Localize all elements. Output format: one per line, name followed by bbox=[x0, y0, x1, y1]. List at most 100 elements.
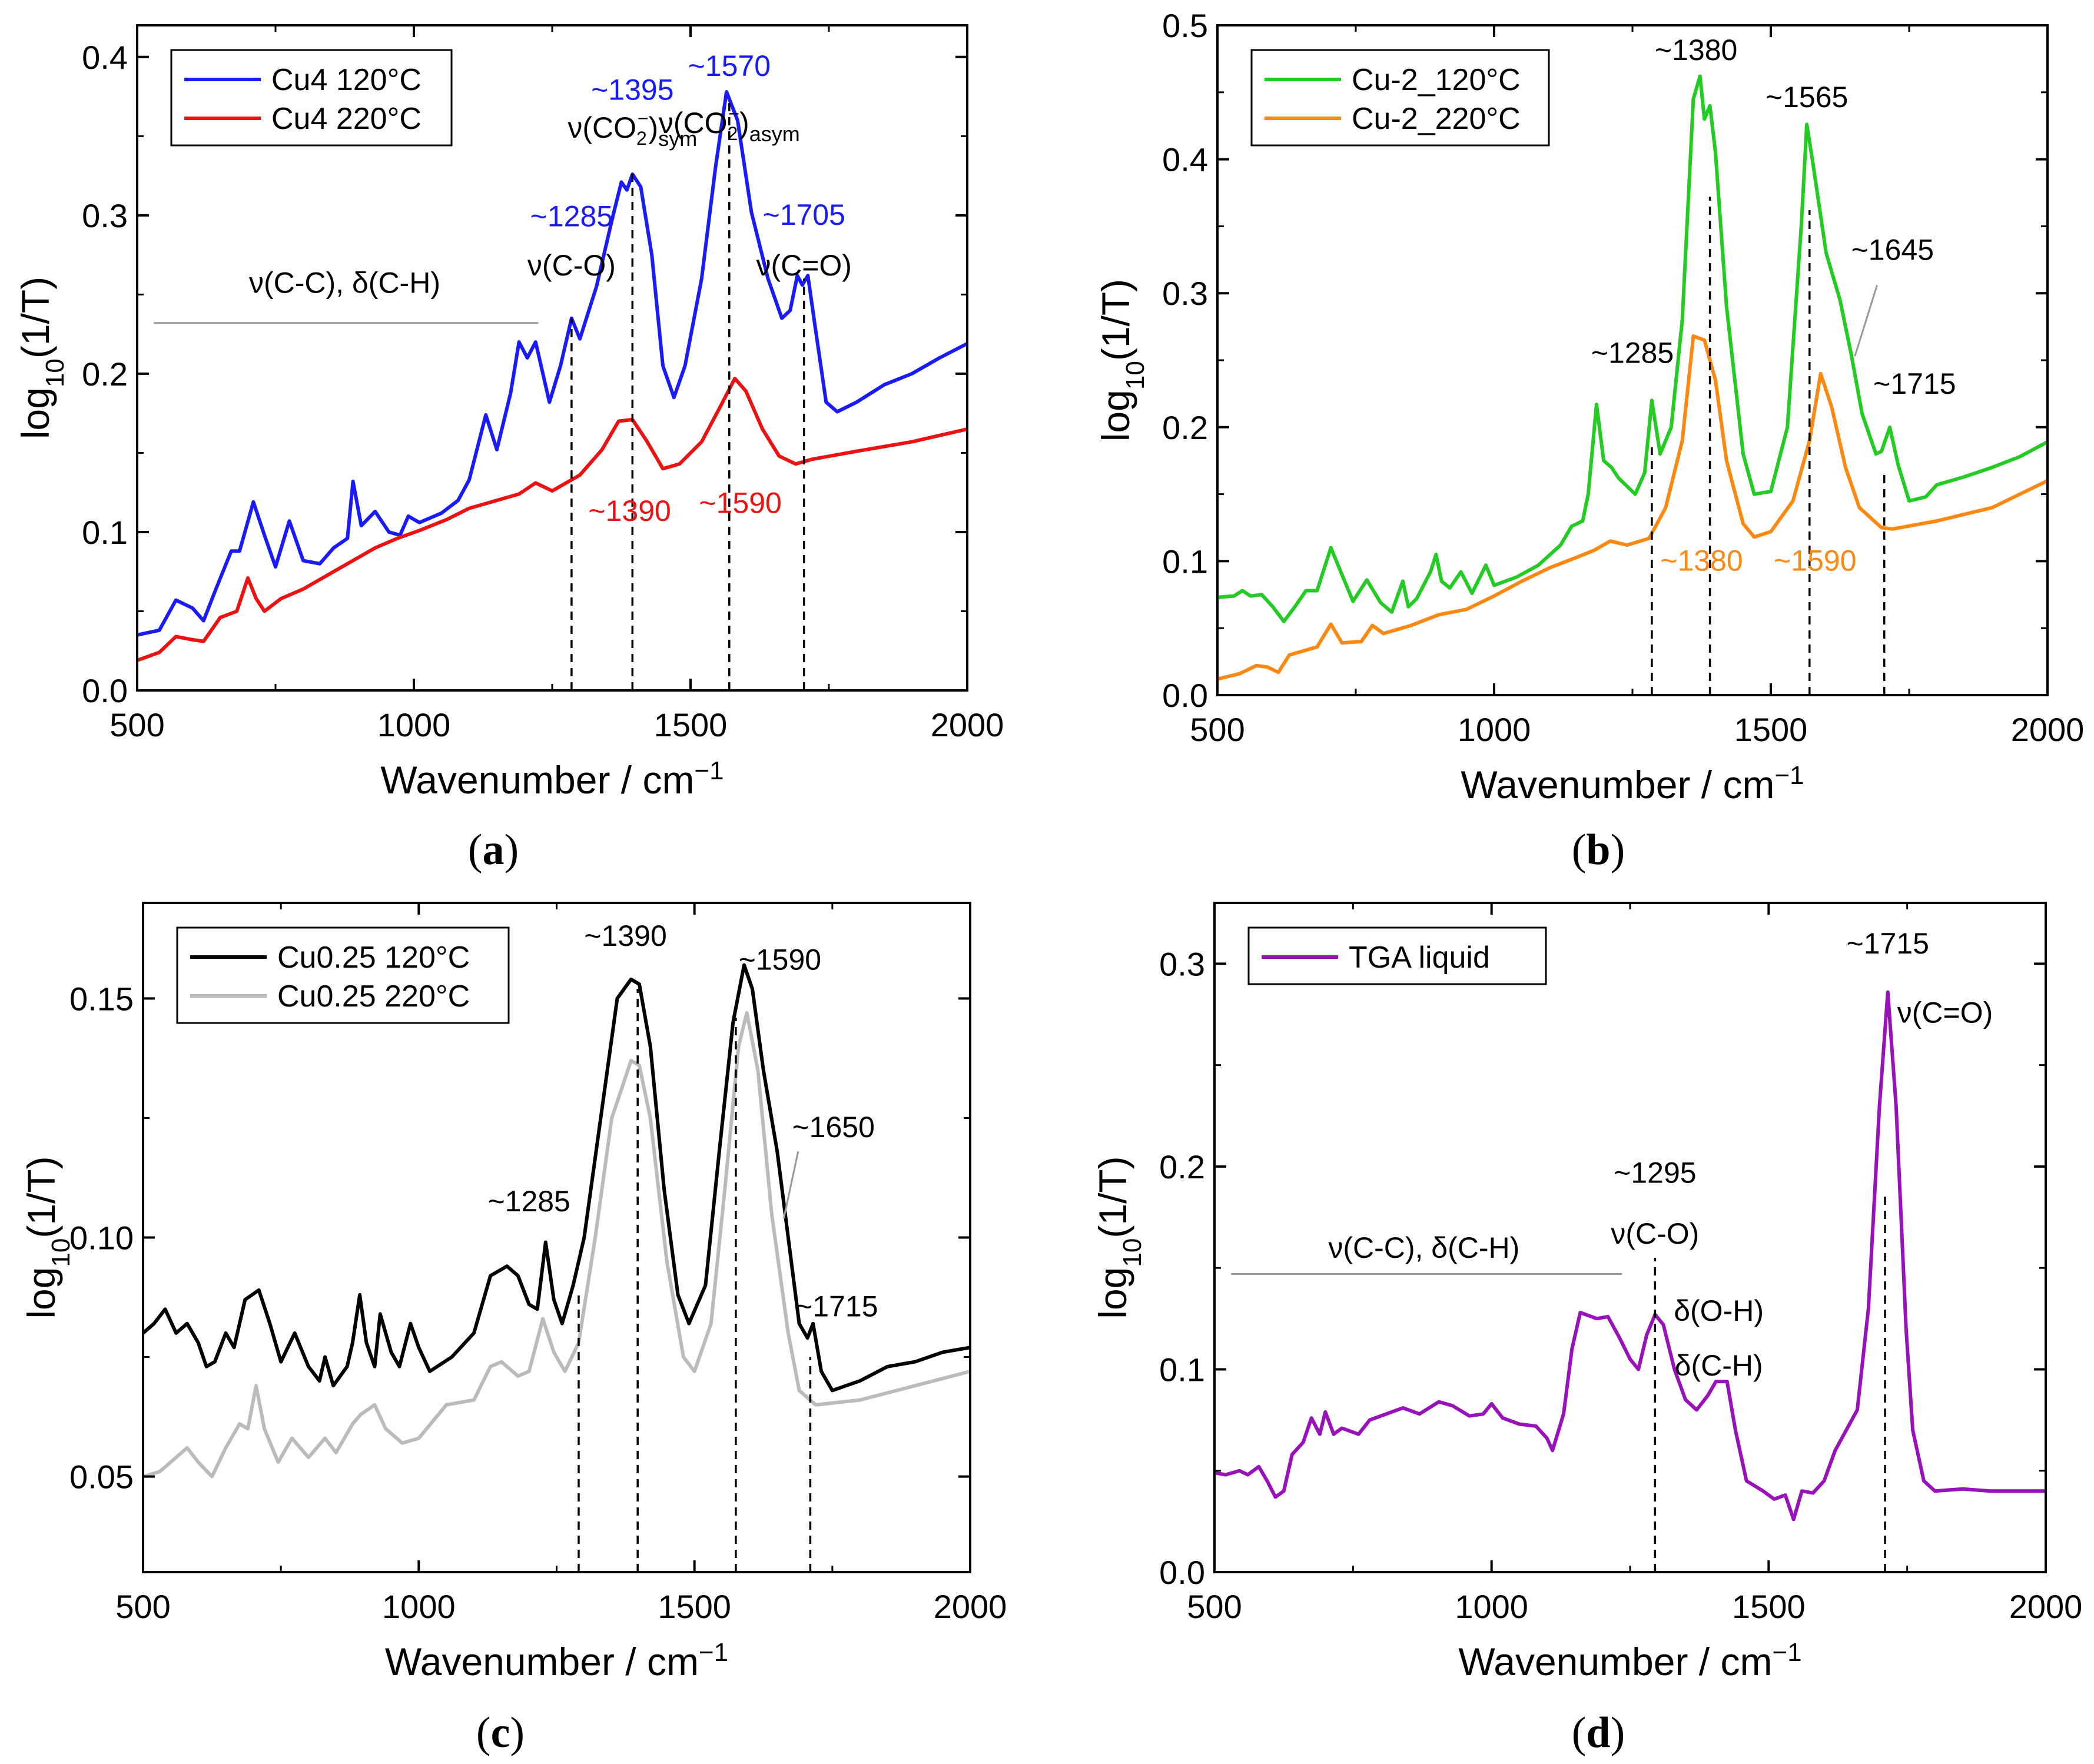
x-tick-label-d-2: 1500 bbox=[1732, 1588, 1806, 1625]
legend-entry-c-1: Cu0.25 220°C bbox=[277, 979, 470, 1014]
annotation-a-1: ~1570 bbox=[688, 49, 771, 82]
annotation-d-0: ~1715 bbox=[1847, 927, 1929, 960]
x-axis-label-d: Wavenumber / cm−1 bbox=[1458, 1638, 1801, 1684]
y-tick-label-a-0: 0.0 bbox=[82, 672, 128, 709]
y-axis-label-d: log10(1/T) bbox=[1091, 1156, 1147, 1318]
series-line-d-0 bbox=[1214, 990, 2046, 1522]
annotation-b-6: ~1590 bbox=[1774, 544, 1856, 577]
y-axis-label-a: log10(1/T) bbox=[14, 277, 69, 439]
y-tick-label-b-3: 0.3 bbox=[1162, 275, 1208, 312]
annotation-a-3: ~1705 bbox=[762, 198, 845, 231]
y-tick-label-a-1: 0.1 bbox=[82, 514, 128, 551]
x-tick-label-a-3: 2000 bbox=[931, 706, 1004, 743]
annotation-d-3: ν(C-O) bbox=[1611, 1217, 1699, 1250]
legend-entry-b-1: Cu-2_220°C bbox=[1352, 102, 1521, 136]
panel-caption-b: (b) bbox=[1572, 826, 1625, 874]
annotation-c-0: ~1390 bbox=[584, 919, 666, 952]
y-tick-label-c-0: 0.05 bbox=[69, 1459, 134, 1496]
legend-entry-a-0: Cu4 120°C bbox=[271, 63, 422, 97]
guide-line-b-0 bbox=[1854, 285, 1878, 357]
annotation-b-4: ~1715 bbox=[1873, 367, 1956, 400]
series-line-b-1 bbox=[1217, 334, 2047, 681]
chart-panel-b: 500 1000 1500 2000 0.0 0.1 0.2 0.3 0.4 0.5 Wavenum… bbox=[1094, 7, 2084, 874]
x-tick-label-d-1: 1000 bbox=[1455, 1588, 1528, 1625]
legend-box-b bbox=[1250, 49, 1550, 147]
y-tick-label-d-1: 0.1 bbox=[1159, 1351, 1205, 1388]
series-line-c-1 bbox=[143, 1011, 970, 1479]
annotation-a-7: ~1390 bbox=[588, 494, 671, 527]
series-line-b-0 bbox=[1217, 74, 2047, 623]
y-tick-label-a-3: 0.3 bbox=[82, 197, 128, 234]
panel-caption-c: (c) bbox=[476, 1709, 525, 1757]
panel-caption-a: (a) bbox=[468, 826, 519, 874]
x-axis-label-b: Wavenumber / cm−1 bbox=[1461, 761, 1804, 807]
x-axis-label-c: Wavenumber / cm−1 bbox=[385, 1638, 728, 1684]
x-tick-label-b-2: 1500 bbox=[1734, 711, 1808, 748]
chart-panel-d: 500 1000 1500 2000 0.0 0.1 0.2 0.3 Wavenumber / … bbox=[1091, 902, 2083, 1757]
series-line-a-0 bbox=[137, 90, 967, 637]
x-tick-label-d-0: 500 bbox=[1187, 1588, 1242, 1625]
y-tick-label-b-1: 0.1 bbox=[1162, 543, 1208, 580]
guide-line-c-0 bbox=[782, 1151, 799, 1219]
x-tick-label-b-1: 1000 bbox=[1458, 711, 1531, 748]
series-line-a-1 bbox=[137, 377, 967, 662]
y-tick-label-d-3: 0.3 bbox=[1159, 945, 1205, 982]
y-tick-label-a-2: 0.2 bbox=[82, 356, 128, 393]
y-tick-label-a-4: 0.4 bbox=[82, 39, 128, 76]
y-tick-label-b-0: 0.0 bbox=[1162, 677, 1208, 714]
annotation-a-6: ν(C-C), δ(C-H) bbox=[249, 267, 440, 300]
annotation-a-8: ~1590 bbox=[699, 487, 781, 520]
annotation-d-6: δ(C-H) bbox=[1675, 1349, 1763, 1382]
legend-entry-b-0: Cu-2_120°C bbox=[1352, 63, 1521, 97]
annotation-c-4: ~1715 bbox=[795, 1290, 878, 1323]
x-tick-label-c-3: 2000 bbox=[934, 1588, 1007, 1625]
x-tick-label-a-1: 1000 bbox=[377, 706, 451, 743]
y-tick-label-b-2: 0.2 bbox=[1162, 409, 1208, 446]
x-tick-label-a-0: 500 bbox=[109, 706, 164, 743]
annotation-b-0: ~1380 bbox=[1655, 34, 1737, 67]
annotation-b-5: ~1380 bbox=[1660, 544, 1743, 577]
annotation-d-1: ν(C=O) bbox=[1897, 996, 1993, 1029]
y-tick-label-c-2: 0.15 bbox=[69, 980, 134, 1017]
annotation-b-3: ~1285 bbox=[1591, 337, 1674, 370]
x-tick-label-c-1: 1000 bbox=[382, 1588, 456, 1625]
legend-entry-d-0: TGA liquid bbox=[1349, 941, 1490, 975]
annotation-d-2: ~1295 bbox=[1614, 1156, 1696, 1189]
annotation-c-1: ~1590 bbox=[739, 944, 821, 976]
annotation-c-2: ~1650 bbox=[792, 1111, 874, 1144]
chem-label-a-0: ν(CO2−)sym bbox=[568, 108, 697, 151]
chart-panel-a: 500 1000 1500 2000 0.0 0.1 0.2 0.3 0.4 Wavenumber… bbox=[14, 24, 1004, 874]
x-tick-label-c-2: 1500 bbox=[658, 1588, 731, 1625]
annotation-b-2: ~1645 bbox=[1851, 233, 1934, 266]
legend-entry-a-1: Cu4 220°C bbox=[271, 102, 422, 136]
y-tick-label-b-5: 0.5 bbox=[1162, 7, 1208, 44]
y-tick-label-c-1: 0.10 bbox=[69, 1220, 134, 1257]
legend-box-a bbox=[170, 49, 453, 147]
annotation-a-2: ~1285 bbox=[530, 200, 613, 233]
x-tick-label-c-0: 500 bbox=[115, 1588, 170, 1625]
chart-panel-c: 500 1000 1500 2000 0.05 0.10 0.15 Wavenumber / … bbox=[19, 902, 1007, 1757]
y-tick-label-d-2: 0.2 bbox=[1159, 1148, 1205, 1185]
x-axis-label-a: Wavenumber / cm−1 bbox=[380, 756, 724, 802]
annotation-d-4: ν(C-C), δ(C-H) bbox=[1328, 1231, 1519, 1264]
annotation-d-5: δ(O-H) bbox=[1674, 1294, 1764, 1327]
annotation-b-1: ~1565 bbox=[1766, 81, 1848, 114]
annotation-a-5: ν(C=O) bbox=[756, 249, 852, 282]
y-tick-label-d-0: 0.0 bbox=[1159, 1554, 1205, 1591]
legend-box-c bbox=[176, 926, 510, 1024]
legend-entry-c-0: Cu0.25 120°C bbox=[277, 941, 470, 975]
y-axis-label-c: log10(1/T) bbox=[19, 1156, 75, 1318]
series-line-c-0 bbox=[143, 963, 970, 1393]
annotation-c-3: ~1285 bbox=[487, 1185, 570, 1218]
annotation-a-0: ~1395 bbox=[591, 73, 673, 106]
chem-label-a-1: ν(CO2−)asym bbox=[659, 103, 800, 146]
x-tick-label-b-0: 500 bbox=[1190, 711, 1245, 748]
panel-caption-d: (d) bbox=[1572, 1709, 1625, 1757]
y-tick-label-b-4: 0.4 bbox=[1162, 141, 1208, 178]
x-tick-label-d-3: 2000 bbox=[2009, 1588, 2083, 1625]
x-tick-label-b-3: 2000 bbox=[2011, 711, 2085, 748]
x-tick-label-a-2: 1500 bbox=[654, 706, 728, 743]
annotation-a-4: ν(C-O) bbox=[527, 249, 616, 282]
y-axis-label-b: log10(1/T) bbox=[1094, 279, 1150, 441]
